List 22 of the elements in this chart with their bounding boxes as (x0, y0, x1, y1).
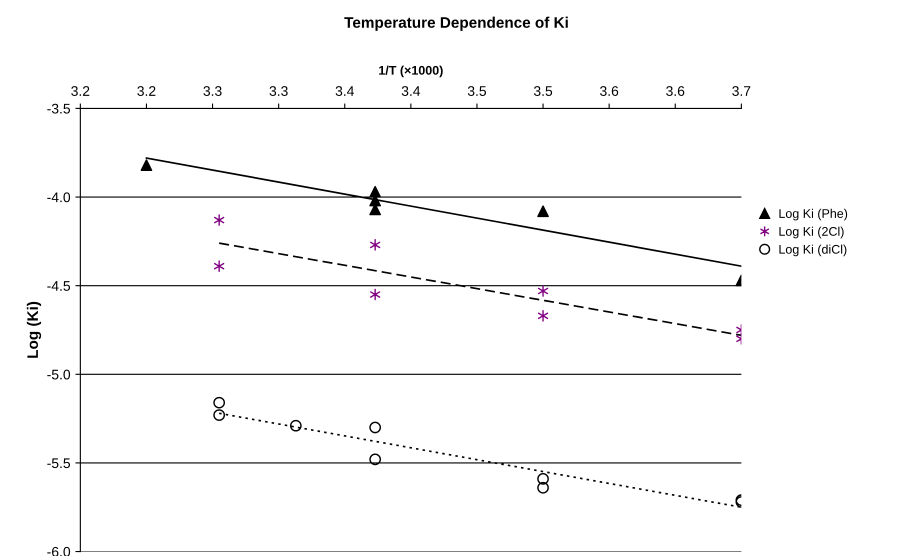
legend-label: Log Ki (diCl) (779, 244, 846, 256)
x-axis-title: 1/T (×1000) (379, 66, 443, 78)
x-tick-label: 3.4 (402, 86, 420, 96)
y-tick-label: -4.0 (47, 192, 70, 202)
x-tick-label: 3.3 (270, 86, 288, 96)
y-axis-title: Log (Ki) (26, 302, 42, 358)
x-tick-label: 3.6 (600, 86, 618, 96)
x-tick-label: 3.4 (336, 86, 354, 96)
y-tick-label: -3.5 (47, 104, 70, 114)
x-tick-label: 3.2 (71, 86, 90, 96)
y-tick-label: -4.5 (47, 281, 70, 291)
y-tick-label: -5.5 (47, 458, 70, 468)
legend-label: Log Ki (2Cl) (779, 226, 844, 238)
y-tick-label: -5.0 (47, 370, 70, 380)
x-tick-label: 3.5 (468, 86, 486, 96)
x-tick-label: 3.3 (203, 86, 222, 96)
chart-title: Temperature Dependence of Ki (344, 16, 568, 31)
x-tick-label: 3.6 (666, 86, 684, 96)
legend-label: Log Ki (Phe) (779, 208, 848, 220)
x-tick-label: 3.5 (534, 86, 552, 96)
x-tick-label: 3.2 (137, 86, 156, 96)
x-tick-label: 3.7 (732, 86, 750, 96)
